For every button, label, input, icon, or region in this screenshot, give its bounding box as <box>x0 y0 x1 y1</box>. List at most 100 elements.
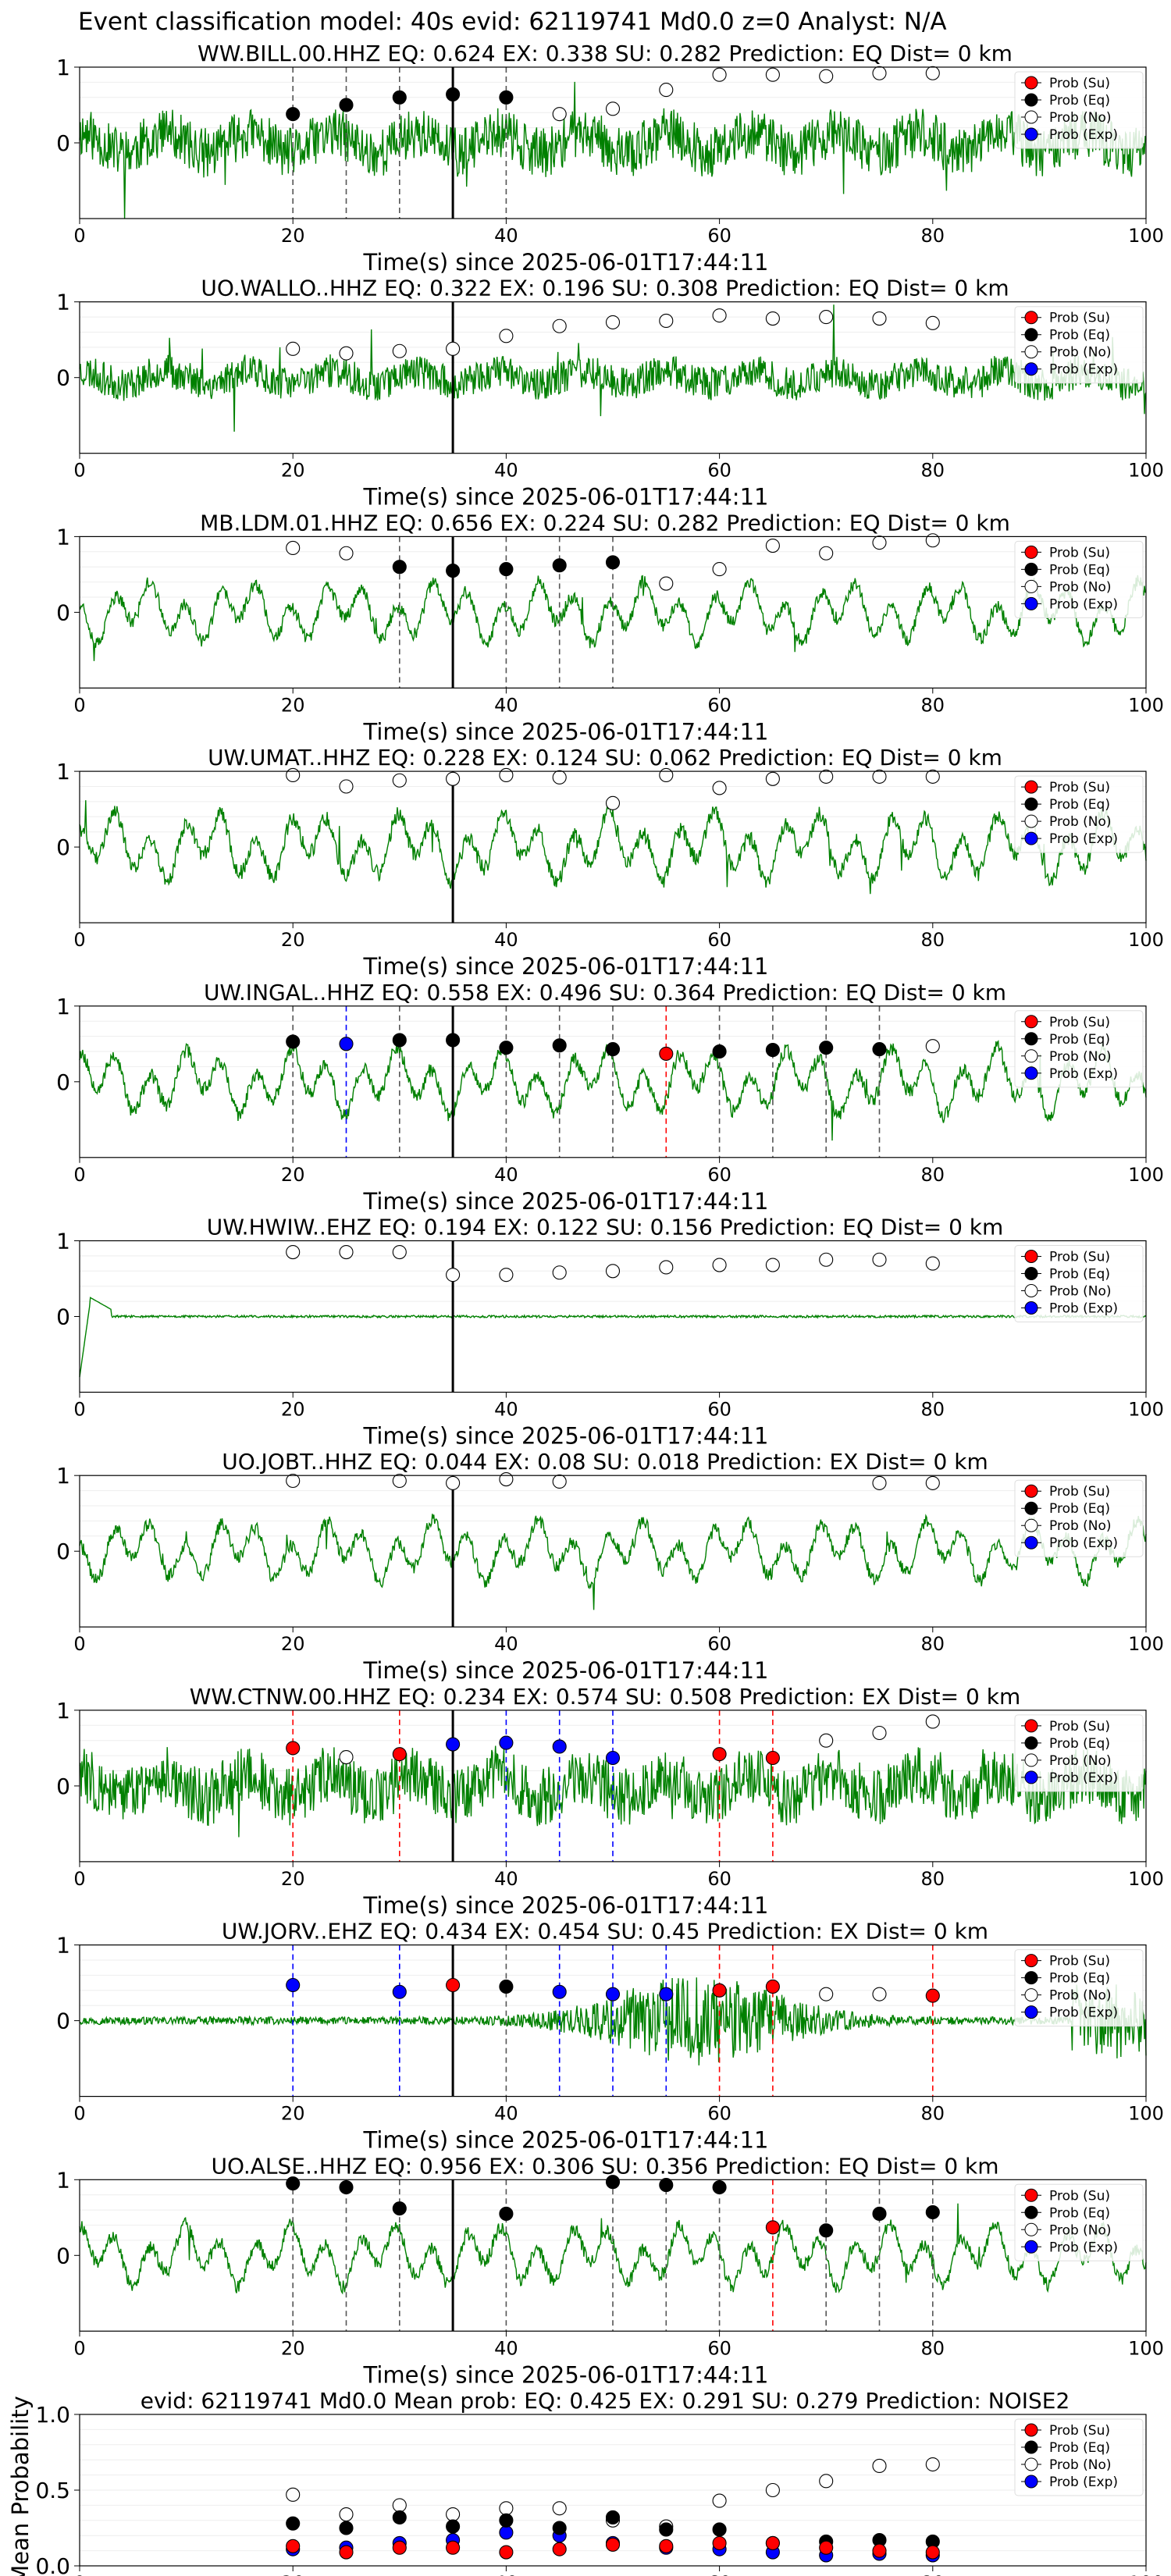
prob-marker-no <box>286 1245 301 1260</box>
y-tick-label: 0 <box>56 2008 70 2034</box>
prob-marker-eq <box>605 2175 621 2190</box>
x-tick-label: 80 <box>921 2572 945 2576</box>
legend-label: Prob (No) <box>1049 1753 1112 1769</box>
legend: Prob (Su)Prob (Eq)Prob (No)Prob (Exp) <box>1014 306 1144 384</box>
legend-frame <box>1014 2183 1144 2261</box>
panel-title: evid: 62119741 Md0.0 Mean prob: EQ: 0.42… <box>141 2388 1070 2414</box>
legend-marker-eq <box>1024 93 1038 107</box>
legend-marker-exp <box>1024 1066 1038 1080</box>
prob-marker-eq <box>872 1042 887 1057</box>
y-tick-label: 1 <box>56 1463 70 1489</box>
prob-marker-exp <box>659 1987 674 2001</box>
prob-marker-no <box>819 1987 834 2001</box>
prob-marker-no <box>339 1749 354 1765</box>
y-tick-label: 0 <box>56 2243 70 2268</box>
x-tick-label: 40 <box>494 694 518 716</box>
legend-marker-eq <box>1024 1032 1038 1046</box>
legend: Prob (Su)Prob (Eq)Prob (No)Prob (Exp) <box>1014 1714 1144 1792</box>
legend-marker-eq <box>1024 1267 1038 1280</box>
y-tick-label: 1 <box>56 1933 70 1959</box>
legend-label: Prob (No) <box>1049 1988 1112 2004</box>
prob-marker-su <box>925 1988 940 2003</box>
prob-marker-eq <box>446 563 461 578</box>
prob-marker-no <box>872 1987 887 2001</box>
mean-marker-no <box>286 2487 301 2502</box>
legend-marker-eq <box>1024 2440 1038 2454</box>
mean-marker-eq <box>659 2522 674 2537</box>
legend: Prob (Su)Prob (Eq)Prob (No)Prob (Exp) <box>1014 1479 1144 1557</box>
x-tick-label: 100 <box>1128 225 1164 247</box>
legend-label: Prob (Su) <box>1049 76 1110 91</box>
seismogram-trace <box>79 2203 1147 2295</box>
seismogram-trace <box>79 304 1147 432</box>
legend-label: Prob (No) <box>1049 579 1112 595</box>
mean-marker-su <box>499 2545 514 2560</box>
station-panels: WW.BILL.00.HHZ EQ: 0.624 EX: 0.338 SU: 0… <box>7 41 1164 2576</box>
x-tick-label: 60 <box>707 2103 731 2125</box>
prob-marker-no <box>872 1475 887 1490</box>
legend-marker-no <box>1024 1284 1038 1297</box>
legend-marker-no <box>1024 579 1038 593</box>
prob-marker-no <box>925 769 940 784</box>
legend-marker-eq <box>1024 328 1038 342</box>
station-panel: WW.CTNW.00.HHZ EQ: 0.234 EX: 0.574 SU: 0… <box>56 1684 1164 1919</box>
legend-label: Prob (Eq) <box>1049 1032 1110 1048</box>
station-panel: UW.JORV..EHZ EQ: 0.434 EX: 0.454 SU: 0.4… <box>56 1919 1164 2154</box>
prob-marker-no <box>499 1268 514 1283</box>
prob-marker-no <box>659 83 674 98</box>
station-panel: WW.BILL.00.HHZ EQ: 0.624 EX: 0.338 SU: 0… <box>56 41 1164 276</box>
prob-marker-eq <box>765 1043 780 1058</box>
mean-marker-su <box>659 2539 674 2553</box>
station-panel: UO.ALSE..HHZ EQ: 0.956 EX: 0.306 SU: 0.3… <box>56 2153 1164 2388</box>
legend-marker-su <box>1024 1954 1038 1968</box>
prob-marker-eq <box>446 87 461 101</box>
legend-marker-su <box>1024 1719 1038 1733</box>
legend-frame <box>1014 1245 1144 1322</box>
x-axis-label: Time(s) since 2025-06-01T17:44:11 <box>363 1892 769 1919</box>
legend-label: Prob (No) <box>1049 2457 1112 2473</box>
prob-marker-no <box>286 341 301 356</box>
prob-marker-no <box>339 346 354 361</box>
prob-marker-no <box>446 1475 461 1490</box>
mean-marker-no <box>339 2507 354 2522</box>
seismogram-trace <box>79 1297 1147 1378</box>
panel-title: UO.ALSE..HHZ EQ: 0.956 EX: 0.306 SU: 0.3… <box>211 2153 998 2179</box>
prob-marker-eq <box>712 1044 727 1059</box>
legend-frame <box>1014 1010 1144 1088</box>
legend-marker-eq <box>1024 1971 1038 1985</box>
mean-marker-no <box>499 2501 514 2516</box>
prob-marker-no <box>659 1260 674 1275</box>
prob-marker-exp <box>552 1984 567 1999</box>
prob-marker-no <box>605 795 621 810</box>
prob-marker-no <box>286 1473 301 1489</box>
prob-marker-exp <box>605 1750 621 1766</box>
legend-frame <box>1014 71 1144 149</box>
x-axis-label: Time(s) since 2025-06-01T17:44:11 <box>363 953 769 980</box>
x-tick-label: 80 <box>921 460 945 482</box>
panel-title: UW.UMAT..HHZ EQ: 0.228 EX: 0.124 SU: 0.0… <box>208 745 1002 770</box>
prob-marker-no <box>339 779 354 794</box>
legend-marker-eq <box>1024 2205 1038 2219</box>
x-tick-label: 40 <box>494 1164 518 1186</box>
prob-marker-no <box>712 562 727 577</box>
legend-marker-exp <box>1024 1301 1038 1315</box>
legend-marker-no <box>1024 2457 1038 2471</box>
x-tick-label: 80 <box>921 1399 945 1421</box>
x-tick-label: 100 <box>1128 1164 1164 1186</box>
legend-marker-su <box>1024 1015 1038 1029</box>
legend-label: Prob (Su) <box>1049 780 1110 795</box>
mean-marker-no <box>552 2501 567 2516</box>
legend-label: Prob (Eq) <box>1049 1971 1110 1987</box>
x-tick-label: 80 <box>921 225 945 247</box>
x-tick-label: 80 <box>921 694 945 716</box>
x-tick-label: 40 <box>494 1868 518 1890</box>
x-tick-label: 60 <box>707 694 731 716</box>
prob-marker-eq <box>819 1041 834 1055</box>
prob-marker-no <box>819 310 834 325</box>
prob-marker-su <box>446 1977 461 1993</box>
prob-marker-no <box>872 1252 887 1267</box>
panel-title: WW.CTNW.00.HHZ EQ: 0.234 EX: 0.574 SU: 0… <box>190 1684 1020 1710</box>
mean-marker-eq <box>286 2516 301 2531</box>
legend-frame <box>1014 540 1144 618</box>
